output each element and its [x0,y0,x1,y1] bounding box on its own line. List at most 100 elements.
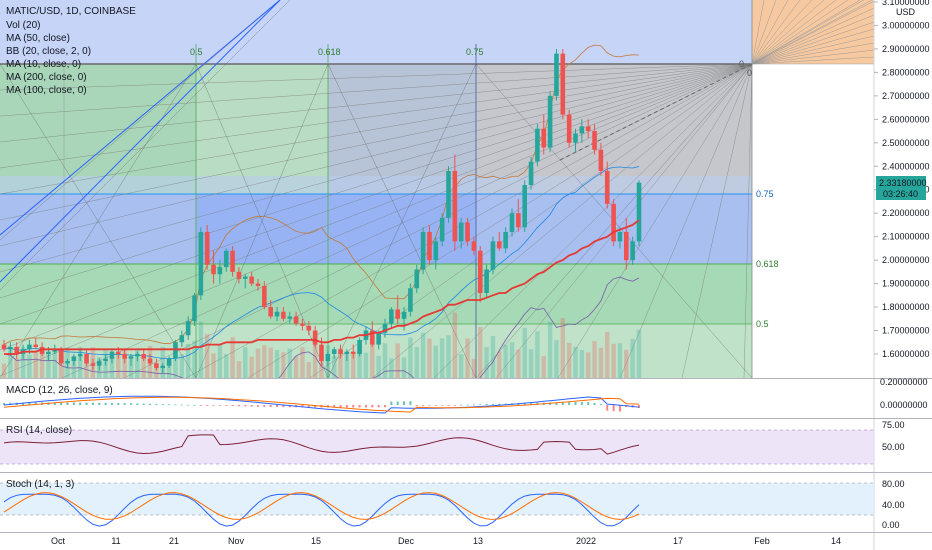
macd-hist-bar [28,402,31,405]
macd-signal-line [3,396,640,413]
macd-hist-bar [72,402,75,405]
gann-fan-line [751,0,873,65]
price-tick-label: 2.40000000 [882,161,930,171]
volume-bar [344,353,350,378]
volume-bar [224,354,229,378]
volume-bar [160,346,165,378]
candle [312,325,318,347]
macd-hist-bar [377,405,380,408]
gann-fan-line [0,63,753,169]
macd-hist-bar [66,402,69,405]
time-tick-label: 2022 [576,536,596,546]
macd-hist-bar [237,405,240,407]
volume-bar [27,354,32,378]
candle [471,236,477,256]
volume-bar [332,356,337,378]
time-tick-label: Dec [398,536,415,546]
macd-hist-bar [568,402,571,405]
macd-hist-bar [434,405,437,406]
fib-top-label-1: 0.5 [190,47,203,57]
macd-hist-bar [136,403,139,405]
volume-bar [122,349,127,378]
macd-hist-bar [155,403,158,405]
candle [344,349,350,362]
gann-fan-line [0,63,753,377]
macd-hist-bar [491,403,494,405]
gann-fan-line [0,63,753,273]
candle [477,246,483,303]
candle [14,342,19,359]
macd-hist-bar [168,404,171,406]
macd-hist-bar [561,402,564,405]
gann-fan-line [495,63,753,378]
macd-hist-bar [612,405,615,412]
legend-ma50: MA (50, close) [6,33,70,44]
gann-fan-line [185,63,753,378]
volume-bar [427,338,432,378]
fib-zero-label-2: 0 [747,68,752,78]
candle [135,351,140,362]
fib-labels: 0.5 0.618 0.75 0.75 0.618 0.5 0 0 [190,47,779,329]
candle [160,363,166,373]
gann-fan-line [619,63,753,378]
candle [128,354,134,366]
volume-bar [293,356,299,378]
volume-bar [255,348,261,378]
macd-hist-bar [504,403,507,405]
macd-hist-bar [460,404,463,406]
candle [243,274,248,289]
candle [141,349,146,362]
candle [325,351,331,366]
macd-hist-bar [441,405,444,406]
gann-fan-line [0,63,753,91]
legend-ma200: MA (200, close, 0) [6,72,87,83]
candle [338,344,343,359]
macd-hist-bar [301,405,304,408]
time-tick-label: 11 [111,536,120,546]
price-tick-label: 1.90000000 [882,279,930,289]
rsi-label: RSI (14, close) [6,425,72,436]
candle [503,227,508,254]
volume-bar [446,335,451,378]
macd-hist-bar [555,402,558,405]
macd-hist-bar [282,405,285,408]
candle [192,292,197,326]
macd-hist-bar [396,401,399,405]
zone-blue-1 [0,176,752,194]
candle [147,354,153,366]
trend-line [0,0,281,236]
price-axis: USD 3.10000000 3.00000000 2.90000000 2.8000… [873,0,932,550]
macd-hist-bar [403,401,406,405]
macd-hist-bar [618,405,621,412]
gann-fan-line [751,0,865,65]
volume-bar [611,343,616,378]
candle [103,354,108,366]
volume-bar [370,341,375,378]
macd-hist-bar [276,405,279,408]
macd-line [3,395,640,414]
gann-fan-line [371,63,753,378]
macd-hist-bar [523,403,526,405]
candle [592,124,597,155]
candle [198,227,204,301]
candle [173,339,178,362]
zone-green-left [0,64,196,194]
volume-bar [109,351,115,378]
macd-hist-bar [472,404,475,406]
volume-bar [408,337,413,378]
rsi-line [3,434,640,455]
volume-bar [166,358,172,378]
candle [497,231,502,251]
price-tick-label: 2.00000000 [882,255,930,265]
gann-fan-line [0,63,753,143]
macd-hist-bar [593,403,596,405]
gann-fan-line [751,0,777,65]
candle [490,236,496,275]
gann-fan-line [61,63,753,378]
stoch-tick-1: 80.00 [882,479,905,489]
macd-hist-bar [358,405,361,408]
macd-hist-bar [110,402,113,405]
volume-bar [617,343,623,378]
macd-hist-bar [587,401,590,405]
price-tick-label: 1.70000000 [882,326,930,336]
